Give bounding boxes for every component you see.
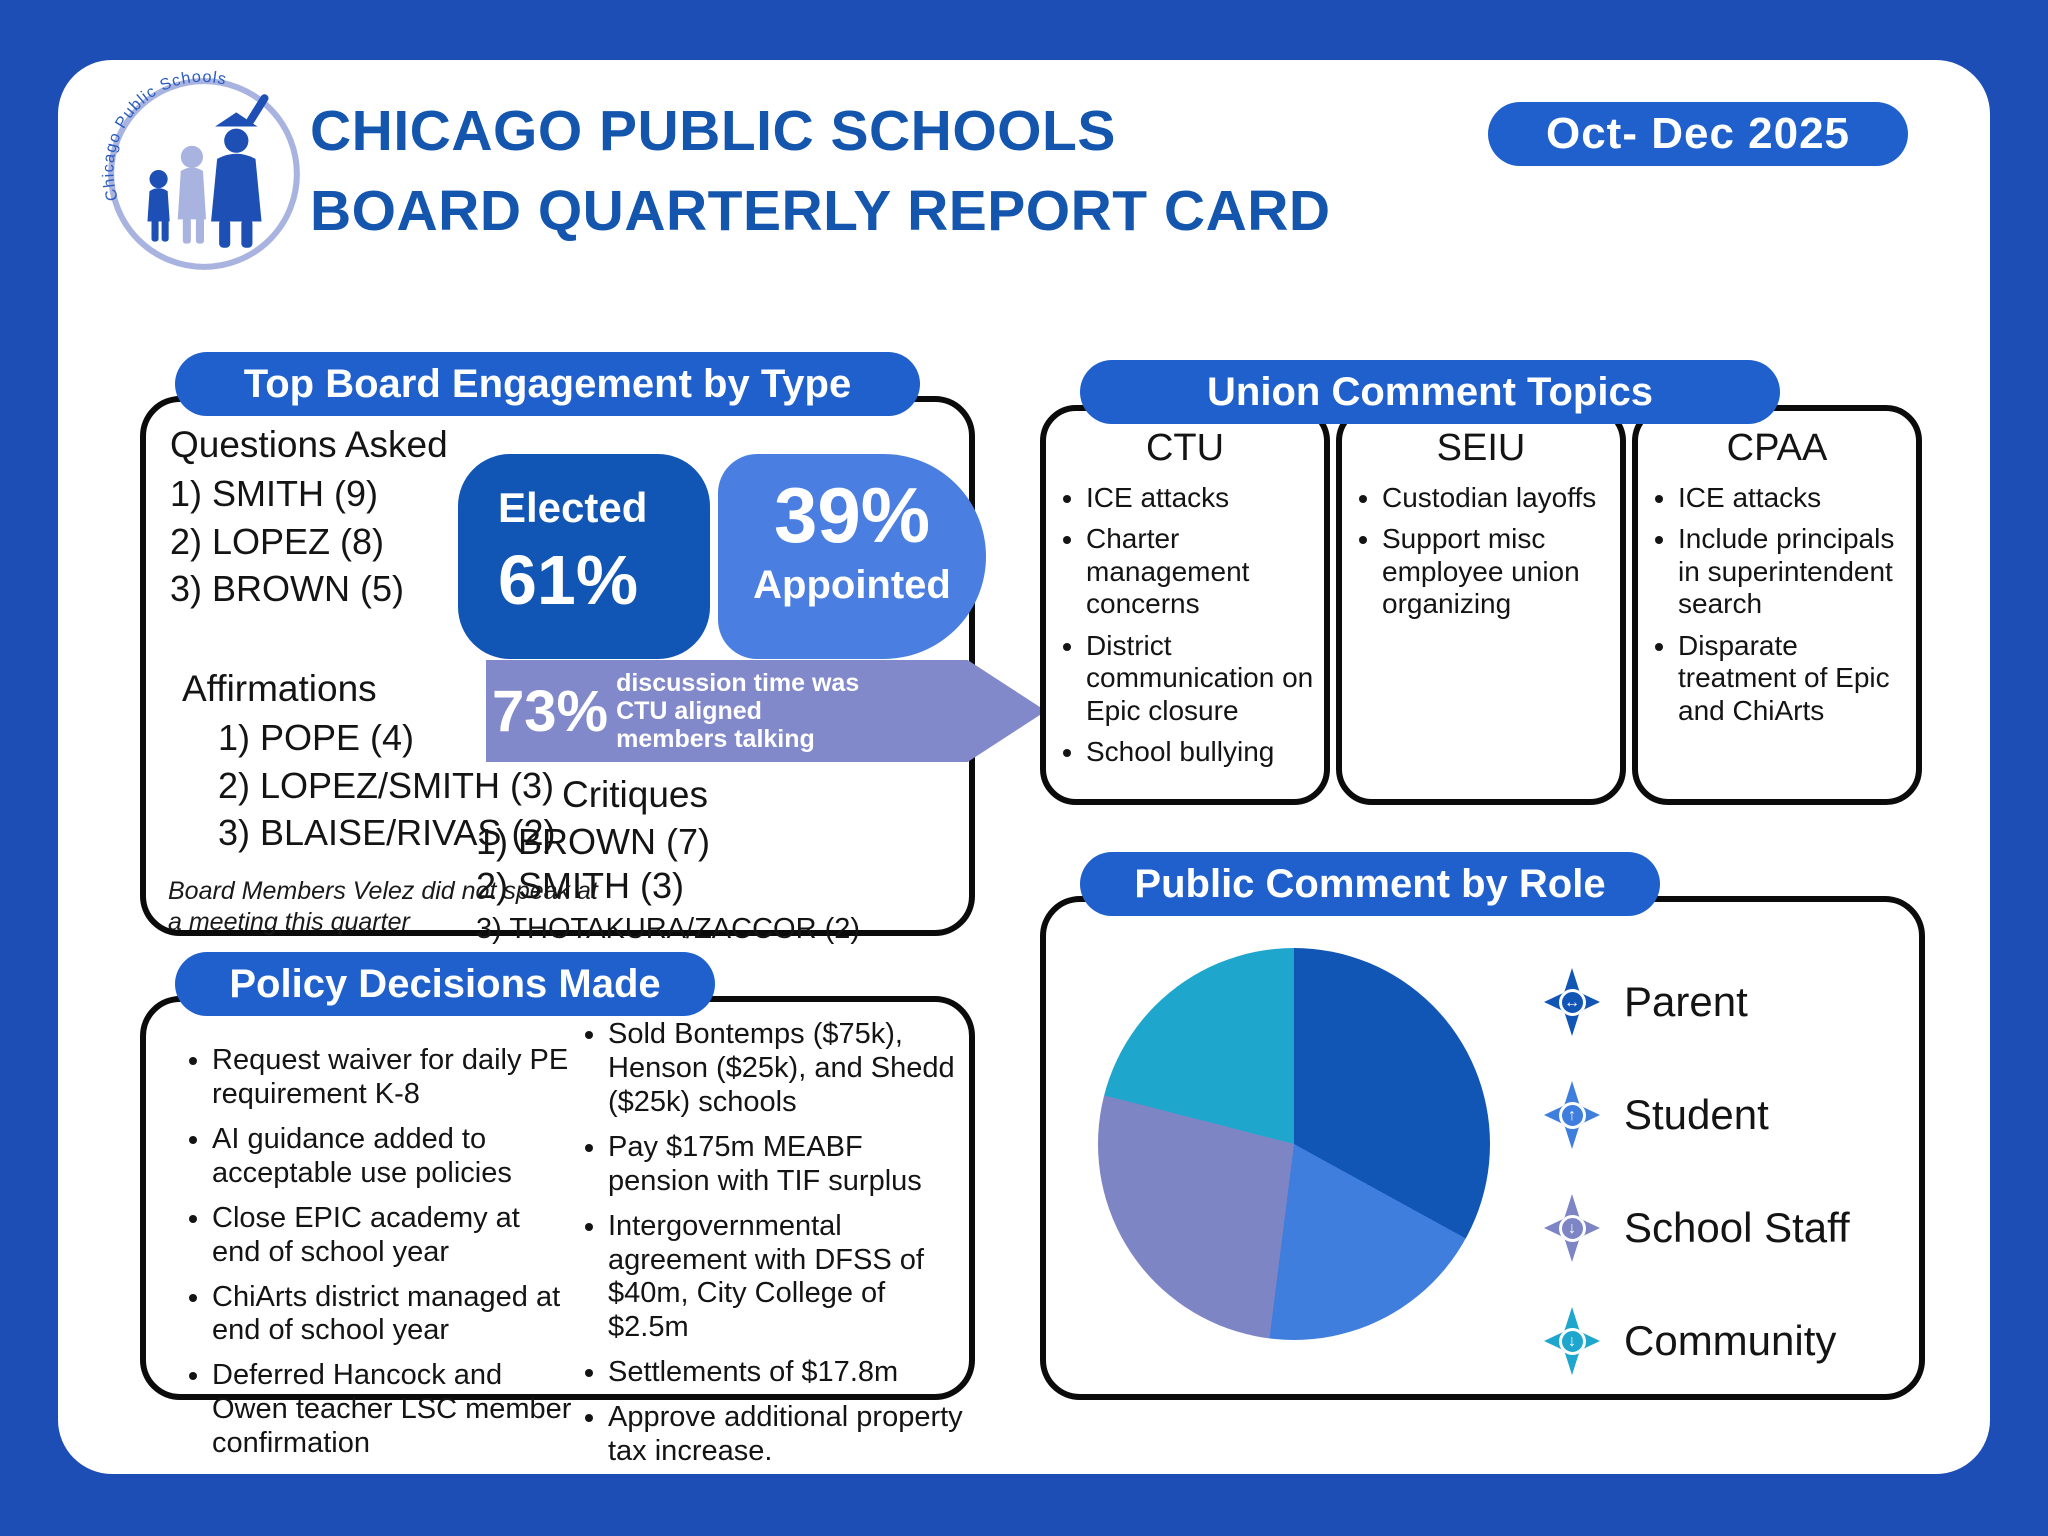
diamond-arrow-icon: ↑ bbox=[1544, 1081, 1600, 1149]
legend-item-community: ↓ Community bbox=[1544, 1307, 1850, 1375]
public-comment-section-header: Public Comment by Role bbox=[1080, 852, 1660, 916]
discussion-time-percent: 73% bbox=[492, 678, 609, 744]
affirmations-label: Affirmations bbox=[182, 668, 377, 709]
legend-item-parent: ↔ Parent bbox=[1544, 968, 1850, 1036]
ctu-topic-list: ICE attacks Charter management concerns Di… bbox=[1086, 482, 1324, 769]
engagement-panel: Questions Asked 1) SMITH (9) 2) LOPEZ (8)… bbox=[140, 396, 1046, 945]
union-panel-seiu: SEIU Custodian layoffs Support misc emplo… bbox=[1336, 405, 1626, 805]
critiques-item-3: 3) THOTAKURA/ZACCOR (2) bbox=[476, 912, 861, 945]
appointed-percent: 39% bbox=[773, 471, 931, 559]
list-item: ICE attacks bbox=[1086, 482, 1314, 514]
affirmations-block: Affirmations 1) POPE (4) 2) LOPEZ/SMITH (… bbox=[182, 668, 555, 857]
date-range-badge: Oct- Dec 2025 bbox=[1488, 102, 1908, 166]
list-item: Support misc employee union organizing bbox=[1382, 523, 1610, 620]
union-panel-cpaa: CPAA ICE attacks Include principals in su… bbox=[1632, 405, 1922, 805]
legend-arrow: ↔ bbox=[1558, 988, 1586, 1016]
elected-block: Elected 61% bbox=[458, 454, 710, 659]
legend-label: Community bbox=[1624, 1317, 1837, 1364]
pie-legend: ↔ Parent ↑ Student ↓ School Staff ↓ Comm… bbox=[1544, 968, 1850, 1420]
list-item: ChiArts district managed at end of schoo… bbox=[212, 1281, 572, 1349]
report-card: Chicago Public Schools bbox=[58, 60, 1990, 1474]
questions-asked-label: Questions Asked bbox=[170, 424, 448, 465]
velez-footnote: Board Members Velez did not speak at a m… bbox=[168, 877, 598, 937]
legend-item-student: ↑ Student bbox=[1544, 1081, 1850, 1149]
policy-list-right: Sold Bontemps ($75k), Henson ($25k), and… bbox=[608, 1018, 968, 1480]
graduate-figure-icon bbox=[211, 94, 269, 248]
list-item: Request waiver for daily PE requirement … bbox=[212, 1044, 572, 1112]
list-item: District communication on Epic closure bbox=[1086, 630, 1314, 727]
list-item: Approve additional property tax increase… bbox=[608, 1401, 968, 1469]
list-item: School bullying bbox=[1086, 736, 1314, 768]
page-title-line1: CHICAGO PUBLIC SCHOOLS bbox=[310, 99, 1116, 163]
affirmations-list: 1) POPE (4) 2) LOPEZ/SMITH (3) 3) BLAISE/R… bbox=[218, 714, 555, 857]
list-item: AI guidance added to acceptable use poli… bbox=[212, 1123, 572, 1191]
legend-arrow: ↓ bbox=[1558, 1327, 1586, 1355]
list-item: Settlements of $17.8m bbox=[608, 1356, 968, 1390]
list-item: Include principals in superintendent sea… bbox=[1678, 523, 1906, 620]
critiques-block: Critiques 1) BROWN (7) 2) SMITH (3) 3) T… bbox=[476, 774, 860, 950]
legend-item-school-staff: ↓ School Staff bbox=[1544, 1194, 1850, 1262]
list-item: Sold Bontemps ($75k), Henson ($25k), and… bbox=[608, 1018, 968, 1120]
engagement-section-header: Top Board Engagement by Type bbox=[175, 352, 920, 416]
elected-appointed-split: Elected 61% 39% Appointed bbox=[458, 454, 986, 659]
discussion-time-text: discussion time was CTU aligned members … bbox=[616, 669, 860, 753]
elected-percent: 61% bbox=[498, 541, 639, 619]
union-panel-ctu: CTU ICE attacks Charter management concer… bbox=[1040, 405, 1330, 805]
policy-section-header: Policy Decisions Made bbox=[175, 952, 715, 1016]
discussion-time-arrow-banner: 73% discussion time was CTU aligned memb… bbox=[486, 660, 1046, 762]
list-item: 2) LOPEZ (8) bbox=[170, 520, 385, 562]
list-item: Deferred Hancock and Owen teacher LSC me… bbox=[212, 1359, 572, 1461]
appointed-block: 39% Appointed bbox=[718, 454, 986, 659]
legend-arrow: ↓ bbox=[1558, 1214, 1586, 1242]
list-item: 1) POPE (4) bbox=[218, 717, 415, 758]
union-name-cpaa: CPAA bbox=[1726, 427, 1828, 469]
union-section-header: Union Comment Topics bbox=[1080, 360, 1780, 424]
questions-asked-block: Questions Asked 1) SMITH (9) 2) LOPEZ (8)… bbox=[170, 424, 448, 613]
elected-label: Elected bbox=[498, 484, 648, 531]
list-item: Charter management concerns bbox=[1086, 523, 1314, 620]
list-item: 2) LOPEZ/SMITH (3) bbox=[218, 764, 555, 806]
list-item: Pay $175m MEABF pension with TIF surplus bbox=[608, 1131, 968, 1199]
list-item: ICE attacks bbox=[1678, 482, 1906, 514]
policy-list-left: Request waiver for daily PE requirement … bbox=[212, 1044, 572, 1472]
list-item: Close EPIC academy at end of school year bbox=[212, 1202, 572, 1270]
critiques-label: Critiques bbox=[562, 774, 708, 815]
public-comment-panel: ↔ Parent ↑ Student ↓ School Staff ↓ Comm… bbox=[1040, 896, 1925, 1400]
diamond-arrow-icon: ↓ bbox=[1544, 1194, 1600, 1262]
list-item: Disparate treatment of Epic and ChiArts bbox=[1678, 630, 1906, 727]
diamond-arrow-icon: ↔ bbox=[1544, 968, 1600, 1036]
policy-panel: Request waiver for daily PE requirement … bbox=[140, 996, 975, 1467]
seiu-topic-list: Custodian layoffs Support misc employee u… bbox=[1382, 482, 1620, 621]
legend-label: School Staff bbox=[1624, 1204, 1850, 1251]
list-item: Intergovernmental agreement with DFSS of… bbox=[608, 1210, 968, 1346]
appointed-label: Appointed bbox=[753, 563, 951, 607]
critiques-item-1: 1) BROWN (7) bbox=[476, 821, 710, 862]
list-item: 3) BROWN (5) bbox=[170, 568, 404, 610]
union-name-seiu: SEIU bbox=[1436, 427, 1526, 469]
list-item: 1) SMITH (9) bbox=[170, 473, 379, 514]
list-item: Custodian layoffs bbox=[1382, 482, 1610, 514]
pie-chart bbox=[1098, 948, 1490, 1340]
questions-asked-list: 1) SMITH (9) 2) LOPEZ (8) 3) BROWN (5) bbox=[170, 470, 448, 613]
critiques-item-2: 2) SMITH (3) bbox=[476, 864, 685, 906]
child-figure-icon bbox=[147, 169, 170, 242]
union-name-ctu: CTU bbox=[1145, 427, 1225, 469]
legend-label: Parent bbox=[1624, 978, 1748, 1025]
student-figure-icon bbox=[177, 145, 207, 244]
legend-label: Student bbox=[1624, 1091, 1769, 1138]
legend-arrow: ↑ bbox=[1558, 1101, 1586, 1129]
diamond-arrow-icon: ↓ bbox=[1544, 1307, 1600, 1375]
list-item: 3) BLAISE/RIVAS (2) bbox=[218, 812, 556, 854]
page-title-line2: BOARD QUARTERLY REPORT CARD bbox=[310, 179, 1331, 243]
cps-logo: Chicago Public Schools bbox=[99, 68, 300, 270]
cpaa-topic-list: ICE attacks Include principals in superin… bbox=[1678, 482, 1916, 727]
